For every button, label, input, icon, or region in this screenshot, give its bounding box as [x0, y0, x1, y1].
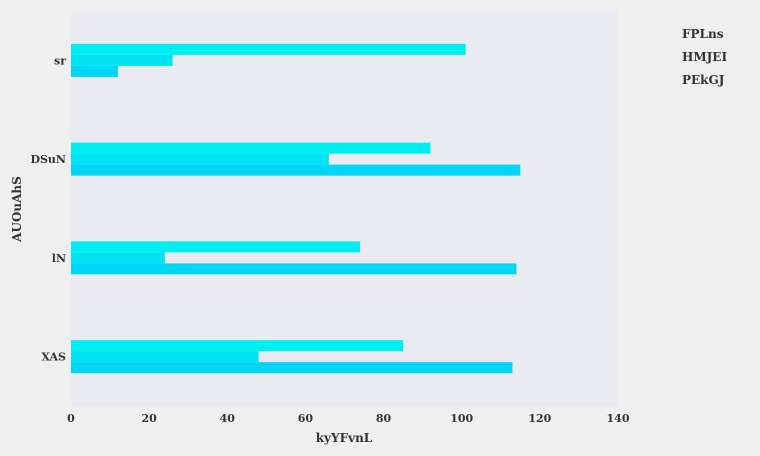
y-tick-label: sr: [54, 54, 66, 67]
x-tick-label: 0: [67, 412, 75, 425]
y-tick-label: lN: [52, 252, 66, 265]
bar-FPLns-DSuN: [71, 143, 430, 154]
bar-FPLns-lN: [71, 241, 360, 252]
bar-PEkGJ-sr: [71, 66, 118, 77]
bar-PEkGJ-XAS: [71, 362, 513, 373]
x-ticks-group: 0 20 40 60 80 100 120 140: [67, 412, 630, 425]
x-tick-label: 80: [376, 412, 392, 425]
bar-HMJEI-lN: [71, 252, 165, 263]
x-tick-label: 60: [298, 412, 314, 425]
bar-PEkGJ-DSuN: [71, 165, 520, 176]
bar-PEkGJ-lN: [71, 263, 516, 274]
x-tick-label: 20: [141, 412, 157, 425]
x-axis-title: kyYFvnL: [316, 431, 373, 445]
x-tick-label: 120: [528, 412, 551, 425]
x-tick-label: 140: [607, 412, 630, 425]
legend-label: HMJEI: [682, 50, 727, 64]
y-tick-label: XAS: [41, 351, 66, 364]
bar-HMJEI-DSuN: [71, 154, 329, 165]
x-tick-label: 100: [450, 412, 473, 425]
y-ticks-group: XAS lN DSuN sr: [30, 54, 66, 363]
y-tick-label: DSuN: [30, 153, 66, 166]
x-tick-label: 40: [220, 412, 236, 425]
bar-HMJEI-XAS: [71, 351, 259, 362]
legend: FPLns HMJEI PEkGJ: [682, 27, 727, 87]
bar-HMJEI-sr: [71, 55, 173, 66]
legend-label: PEkGJ: [682, 73, 725, 87]
bar-FPLns-sr: [71, 44, 466, 55]
y-axis-title: AUOuAhS: [10, 176, 24, 243]
legend-label: FPLns: [682, 27, 724, 41]
bar-FPLns-XAS: [71, 340, 403, 351]
